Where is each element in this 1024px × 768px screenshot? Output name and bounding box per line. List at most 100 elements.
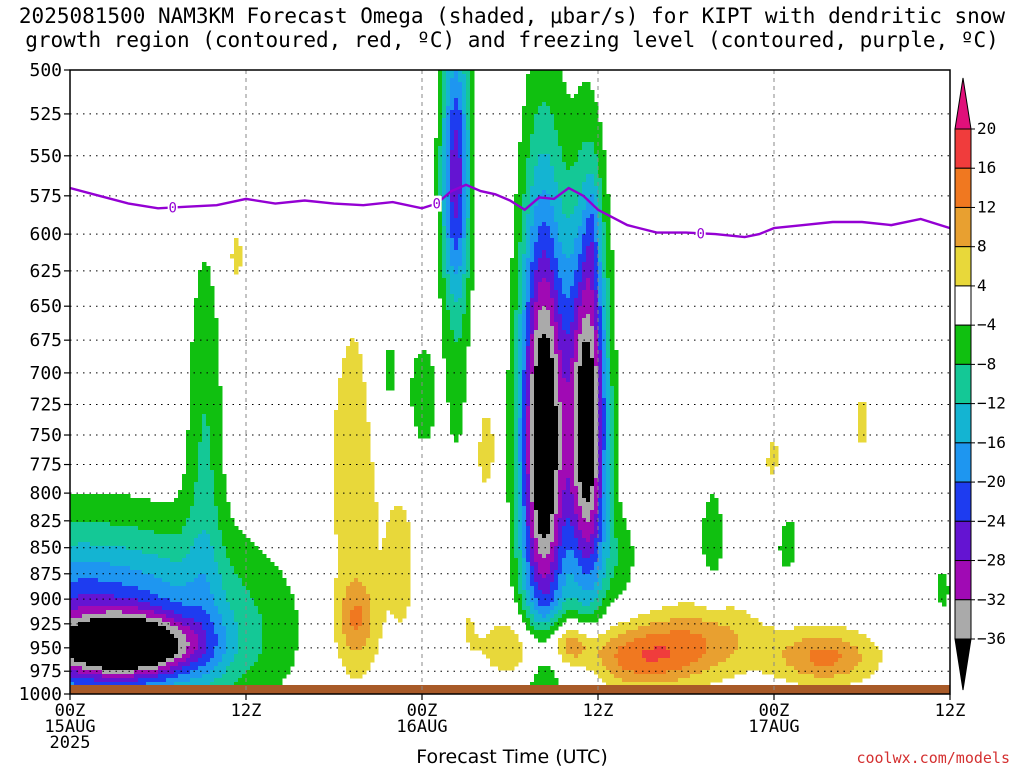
omega-cell <box>190 514 195 519</box>
omega-cell <box>526 418 531 423</box>
omega-cell <box>526 438 531 443</box>
omega-cell <box>606 482 611 487</box>
omega-cell <box>518 370 523 375</box>
omega-cell <box>590 366 595 371</box>
omega-cell <box>614 474 619 479</box>
omega-cell <box>486 466 491 471</box>
omega-cell <box>770 454 775 459</box>
omega-cell <box>462 70 467 75</box>
omega-cell <box>342 482 347 487</box>
omega-cell <box>526 102 531 107</box>
omega-cell <box>598 314 603 319</box>
omega-cell <box>446 270 451 275</box>
omega-cell <box>510 514 515 519</box>
omega-cell <box>566 394 571 399</box>
omega-cell <box>710 498 715 503</box>
omega-cell <box>530 218 535 223</box>
omega-cell <box>586 442 591 447</box>
omega-cell <box>358 398 363 403</box>
omega-cell <box>598 266 603 271</box>
omega-cell <box>534 102 539 107</box>
omega-cell <box>102 502 107 507</box>
omega-cell <box>454 382 459 387</box>
omega-cell <box>550 190 555 195</box>
omega-cell <box>582 494 587 499</box>
omega-cell <box>538 422 543 427</box>
omega-cell <box>466 234 471 239</box>
omega-cell <box>586 138 591 143</box>
omega-cell <box>590 486 595 491</box>
omega-cell <box>458 150 463 155</box>
omega-cell <box>334 510 339 515</box>
omega-cell <box>146 502 151 507</box>
omega-cell <box>562 206 567 211</box>
omega-cell <box>542 446 547 451</box>
omega-cell <box>554 154 559 159</box>
omega-cell <box>462 202 467 207</box>
omega-cell <box>546 334 551 339</box>
omega-cell <box>358 482 363 487</box>
omega-cell <box>154 522 159 527</box>
omega-cell <box>458 178 463 183</box>
omega-cell <box>446 114 451 119</box>
omega-cell <box>594 110 599 115</box>
omega-cell <box>578 94 583 99</box>
omega-cell <box>446 258 451 263</box>
omega-cell <box>350 466 355 471</box>
omega-cell <box>574 430 579 435</box>
omega-cell <box>606 522 611 527</box>
omega-cell <box>602 246 607 251</box>
omega-cell <box>582 258 587 263</box>
omega-cell <box>570 314 575 319</box>
omega-cell <box>582 486 587 491</box>
omega-cell <box>190 482 195 487</box>
omega-cell <box>602 514 607 519</box>
omega-cell <box>606 234 611 239</box>
omega-cell <box>162 526 167 531</box>
omega-cell <box>506 454 511 459</box>
omega-cell <box>586 350 591 355</box>
omega-cell <box>210 506 215 511</box>
omega-cell <box>534 354 539 359</box>
omega-cell <box>218 442 223 447</box>
omega-cell <box>510 502 515 507</box>
omega-cell <box>130 518 135 523</box>
omega-cell <box>574 194 579 199</box>
omega-cell <box>574 270 579 275</box>
omega-cell <box>174 506 179 511</box>
omega-cell <box>470 154 475 159</box>
omega-cell <box>362 510 367 515</box>
omega-cell <box>226 502 231 507</box>
omega-cell <box>578 290 583 295</box>
omega-cell <box>534 286 539 291</box>
omega-cell <box>414 422 419 427</box>
omega-cell <box>138 526 143 531</box>
omega-cell <box>554 510 559 515</box>
omega-cell <box>98 510 103 515</box>
omega-cell <box>386 358 391 363</box>
omega-cell <box>610 314 615 319</box>
omega-cell <box>590 422 595 427</box>
omega-cell <box>510 282 515 287</box>
omega-cell <box>390 382 395 387</box>
omega-cell <box>174 502 179 507</box>
omega-cell <box>598 430 603 435</box>
omega-cell <box>586 314 591 319</box>
omega-cell <box>458 94 463 99</box>
omega-cell <box>562 430 567 435</box>
omega-cell <box>338 502 343 507</box>
omega-cell <box>594 126 599 131</box>
omega-cell <box>594 346 599 351</box>
omega-cell <box>514 402 519 407</box>
omega-cell <box>530 226 535 231</box>
omega-cell <box>346 506 351 511</box>
omega-cell <box>574 138 579 143</box>
omega-cell <box>462 94 467 99</box>
omega-cell <box>594 342 599 347</box>
omega-cell <box>458 102 463 107</box>
omega-cell <box>562 450 567 455</box>
omega-cell <box>534 418 539 423</box>
omega-cell <box>582 222 587 227</box>
omega-cell <box>554 222 559 227</box>
omega-cell <box>718 522 723 527</box>
